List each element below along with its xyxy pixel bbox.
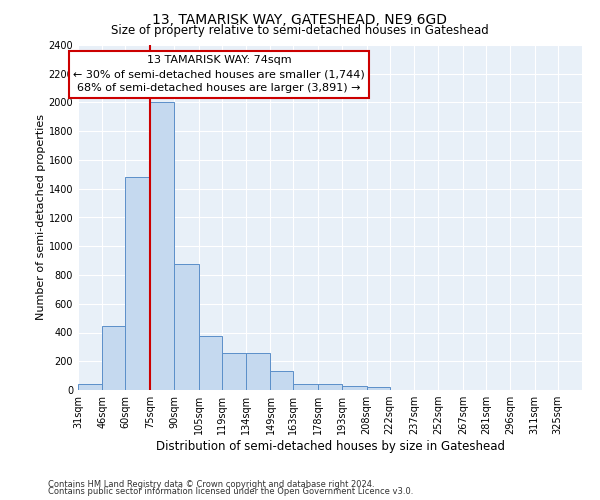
Text: 13, TAMARISK WAY, GATESHEAD, NE9 6GD: 13, TAMARISK WAY, GATESHEAD, NE9 6GD: [152, 12, 448, 26]
Bar: [103, 326, 125, 390]
Bar: [271, 372, 293, 390]
Bar: [293, 384, 318, 390]
Text: Contains public sector information licensed under the Open Government Licence v3: Contains public sector information licen…: [48, 488, 413, 496]
Bar: [246, 354, 271, 390]
Text: 13 TAMARISK WAY: 74sqm
← 30% of semi-detached houses are smaller (1,744)
68% of : 13 TAMARISK WAY: 74sqm ← 30% of semi-det…: [73, 56, 365, 94]
Bar: [342, 386, 367, 390]
Bar: [78, 384, 103, 390]
Bar: [125, 178, 150, 390]
Bar: [221, 354, 246, 390]
X-axis label: Distribution of semi-detached houses by size in Gateshead: Distribution of semi-detached houses by …: [155, 440, 505, 453]
Bar: [199, 336, 221, 390]
Bar: [174, 264, 199, 390]
Text: Size of property relative to semi-detached houses in Gateshead: Size of property relative to semi-detach…: [111, 24, 489, 37]
Bar: [318, 384, 342, 390]
Y-axis label: Number of semi-detached properties: Number of semi-detached properties: [35, 114, 46, 320]
Text: Contains HM Land Registry data © Crown copyright and database right 2024.: Contains HM Land Registry data © Crown c…: [48, 480, 374, 489]
Bar: [150, 102, 174, 390]
Bar: [367, 387, 389, 390]
